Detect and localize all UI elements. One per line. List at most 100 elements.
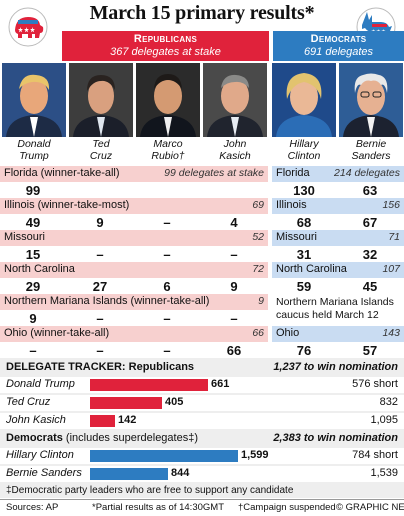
delegate-count: 4 [230, 215, 238, 230]
state-values-row: 9 – – – [0, 310, 268, 328]
delegate-count: 31 [296, 247, 312, 262]
delegate-total: 405 [165, 396, 184, 408]
state-row: Missouri 71 [272, 230, 404, 246]
page-title: March 15 primary results* [89, 2, 315, 24]
credit: © GRAPHIC NEWS [336, 502, 404, 513]
state-label: Ohio [276, 327, 300, 339]
candidate-name: Bernie Sanders [351, 138, 391, 162]
state-row: Ohio 143 [272, 326, 404, 342]
state-values-row: 31 32 [272, 246, 404, 264]
delegates-short: 1,095 [370, 414, 398, 426]
tracker-row: Ted Cruz 405 832 [0, 395, 404, 411]
state-label: Northern Mariana Islands (winner-take-al… [4, 295, 210, 307]
state-label: North Carolina [4, 263, 75, 275]
candidate-rubio: Marco Rubio† [136, 63, 200, 162]
candidate-photo [69, 63, 133, 137]
divider [0, 499, 404, 500]
state-label: Ohio (winner-take-all) [4, 327, 110, 339]
state-values-row: 59 45 [272, 278, 404, 296]
header: March 15 primary results* [0, 0, 404, 32]
state-values-row: 130 63 [272, 182, 404, 200]
candidate-name: Hillary Clinton [287, 138, 321, 162]
state-values-row: 49 9 – 4 [0, 214, 268, 232]
state-label: Florida [276, 167, 310, 179]
candidate-kasich: John Kasich [203, 63, 267, 162]
republicans-delegates-at-stake: 367 delegates at stake [110, 46, 221, 58]
state-row: Missouri 52 [0, 230, 268, 246]
delegates-available: 156 [382, 199, 400, 211]
dem-nomination-target: 2,383 to win nomination [273, 432, 398, 444]
candidate-name: John Kasich [219, 138, 251, 162]
partial-results-note: *Partial results as of 14:30GMT [92, 502, 224, 513]
delegates-at-stake: 99 delegates at stake [164, 167, 264, 179]
tracker-row: John Kasich 142 1,095 [0, 413, 404, 429]
state-values-row: 99 [0, 182, 268, 200]
delegate-tracker: DELEGATE TRACKER: Republicans 1,237 to w… [0, 358, 404, 498]
tracker-candidate-name: Donald Trump [6, 378, 75, 390]
candidate-cruz: Ted Cruz [69, 63, 133, 162]
delegates-at-stake: 9 [258, 295, 264, 307]
state-label: Missouri [276, 231, 317, 243]
campaign-suspended-note: †Campaign suspended [238, 502, 336, 513]
state-values-row: 68 67 [272, 214, 404, 232]
candidate-photo [136, 63, 200, 137]
superdelegates-footnote: ‡Democratic party leaders who are free t… [6, 485, 294, 496]
delegate-count: 9 [96, 215, 104, 230]
state-label: Missouri [4, 231, 45, 243]
state-row: North Carolina 107 [272, 262, 404, 278]
state-label: Illinois (winner-take-most) [4, 199, 130, 211]
delegates-available: 214 delegates [334, 167, 400, 179]
republicans-banner: Republicans 367 delegates at stake [62, 31, 269, 61]
delegate-count: 130 [293, 183, 315, 198]
delegate-count: – [163, 215, 171, 230]
delegates-available: 143 [382, 327, 400, 339]
tracker-row: Hillary Clinton 1,599 784 short [0, 448, 404, 464]
republicans-label: Republicans [133, 33, 198, 45]
delegates-short: 576 short [352, 378, 398, 390]
state-values-row: 76 57 [272, 342, 404, 360]
delegate-count: 67 [362, 215, 378, 230]
delegate-count: 63 [362, 183, 378, 198]
candidate-clinton: Hillary Clinton [272, 63, 336, 162]
state-row: Florida (winner-take-all) 99 delegates at… [0, 166, 268, 182]
delegate-total: 142 [118, 414, 137, 426]
delegate-count: 45 [362, 279, 378, 294]
tracker-row: Bernie Sanders 844 1,539 [0, 466, 404, 482]
candidate-sanders: Bernie Sanders [339, 63, 403, 162]
state-row: Illinois 156 [272, 198, 404, 214]
delegate-count: 9 [29, 311, 37, 326]
state-values-row: 15 – – – [0, 246, 268, 264]
candidate-photo [272, 63, 336, 137]
dem-note-line: Northern Mariana Islands [276, 296, 394, 308]
state-row: Illinois (winner-take-most) 69 [0, 198, 268, 214]
rep-nomination-target: 1,237 to win nomination [273, 361, 398, 373]
delegate-count: – [230, 311, 238, 326]
democrats-label: Democrats [310, 33, 367, 45]
state-row: Florida 214 delegates [272, 166, 404, 182]
delegate-count: – [163, 311, 171, 326]
state-row: Ohio (winner-take-all) 66 [0, 326, 268, 342]
candidate-name: Marco Rubio† [151, 138, 185, 162]
delegates-available: 71 [388, 231, 400, 243]
delegate-count: 99 [25, 183, 41, 198]
rep-tracker-heading: DELEGATE TRACKER: Republicans [6, 361, 195, 373]
delegate-count: – [29, 343, 37, 358]
tracker-row: Donald Trump 661 576 short [0, 377, 404, 393]
candidate-photo [339, 63, 403, 137]
state-label: Florida (winner-take-all) [4, 167, 120, 179]
delegate-count: 49 [25, 215, 41, 230]
delegate-count: – [96, 311, 104, 326]
delegates-short: 1,539 [370, 467, 398, 479]
delegate-count: 66 [226, 343, 242, 358]
state-label: Illinois [276, 199, 307, 211]
delegate-bar [90, 379, 208, 391]
tracker-candidate-name: Hillary Clinton [6, 449, 74, 461]
democrats-delegates: 691 delegates [303, 46, 374, 58]
delegates-short: 832 [379, 396, 398, 408]
delegate-count: – [96, 343, 104, 358]
delegate-count: 27 [92, 279, 108, 294]
delegate-count: 76 [296, 343, 312, 358]
delegates-available: 107 [382, 263, 400, 275]
delegate-total: 844 [171, 467, 190, 479]
